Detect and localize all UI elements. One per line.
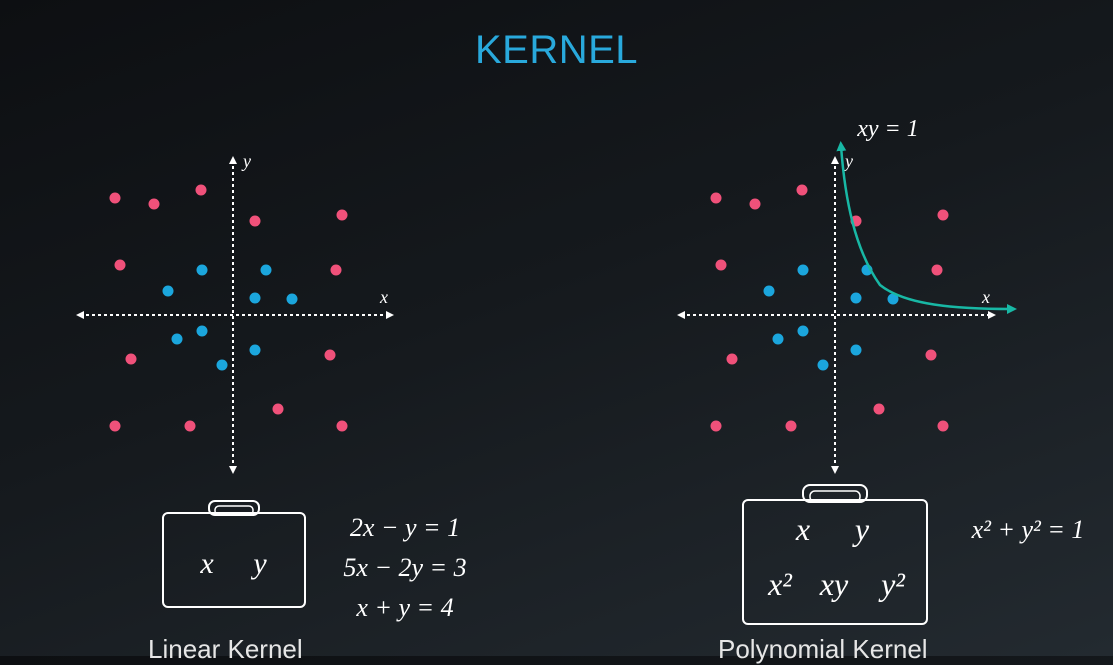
red-point [749,198,761,210]
red-point [937,420,949,432]
polynomial-x-axis-label: x [981,287,990,307]
linear-points [109,184,348,432]
red-point [931,264,943,276]
red-point [184,420,196,432]
blue-point [196,325,208,337]
red-point [785,420,797,432]
red-point [726,353,738,365]
red-point [710,192,722,204]
blue-point [286,293,298,305]
red-point [937,209,949,221]
page-title: KERNEL [474,28,639,72]
blue-point [249,344,261,356]
blue-point [216,359,228,371]
blue-point [249,292,261,304]
bag-feature-xy: xy [819,566,849,602]
blue-point [797,264,809,276]
bag-feature-x-squared: x² [767,566,793,602]
red-point [336,420,348,432]
blue-point [850,292,862,304]
linear-equations: 2x − y = 1 5x − 2y = 3 x + y = 4 [343,513,466,622]
circle-equation: x² + y² = 1 [971,515,1085,544]
red-point [114,259,126,271]
linear-panel: x y [76,151,467,622]
red-point [796,184,808,196]
red-point [195,184,207,196]
red-point [272,403,284,415]
blue-point [763,285,775,297]
bag-handle-inner [214,505,254,516]
polynomial-kernel-caption: Polynomial Kernel [718,634,928,664]
red-point [715,259,727,271]
polynomial-y-axis-label: y [843,151,853,171]
blue-point [162,285,174,297]
bag-body [742,499,928,625]
bag-feature-y-squared: y² [878,566,906,602]
linear-y-axis-label: y [241,151,251,171]
linear-axes: x y [76,151,394,474]
red-point [925,349,937,361]
hyperbola-curve [836,141,1017,314]
bag-feature-x: x [795,511,810,547]
blue-point [171,333,183,345]
equation-1: 2x − y = 1 [350,513,460,542]
polynomial-panel: x y xy = 1 [677,116,1085,625]
linear-bag: x y [162,500,306,608]
bag-feature-y: y [250,547,267,580]
polynomial-bag: x y x² xy y² [742,484,928,625]
red-point [710,420,722,432]
bag-body [162,512,306,608]
blue-point [196,264,208,276]
red-point [873,403,885,415]
red-point [148,198,160,210]
linear-x-axis-label: x [379,287,388,307]
blue-point [850,344,862,356]
bag-handle-inner [809,490,861,503]
linear-kernel-caption: Linear Kernel [148,634,303,664]
red-point [324,349,336,361]
red-point [125,353,137,365]
blue-point [772,333,784,345]
red-point [336,209,348,221]
bag-feature-y: y [852,511,870,547]
equation-3: x + y = 4 [355,593,453,622]
blue-point [817,359,829,371]
red-point [330,264,342,276]
polynomial-points [710,184,949,432]
blue-point [797,325,809,337]
blue-point [260,264,272,276]
bag-feature-x: x [199,547,214,580]
red-point [109,192,121,204]
red-point [109,420,121,432]
curve-label: xy = 1 [856,116,919,142]
red-point [249,215,261,227]
equation-2: 5x − 2y = 3 [343,553,466,582]
